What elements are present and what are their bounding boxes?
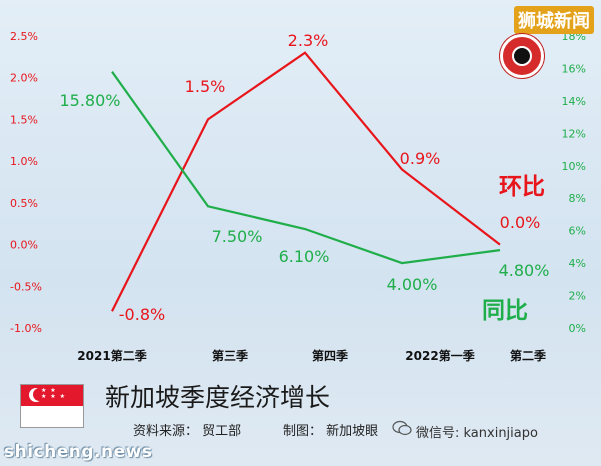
red-data-label: -0.8% <box>119 305 165 324</box>
y-left-tick-label: 2.5% <box>10 30 38 43</box>
red-data-label: 2.3% <box>288 31 329 50</box>
y-right-tick-label: 4% <box>569 257 586 270</box>
red-data-label: 0.9% <box>400 149 441 168</box>
source-note: 资料来源： 贸工部 <box>133 424 242 439</box>
credit-note: 制图： 新加坡眼 <box>283 424 379 439</box>
x-tick-label: 第二季 <box>510 348 547 363</box>
green-data-label: 6.10% <box>279 247 330 266</box>
green-data-label: 4.80% <box>499 261 550 280</box>
y-right-tick-label: 0% <box>569 322 586 335</box>
y-right-tick-label: 10% <box>562 160 586 173</box>
y-left-tick-label: 0.0% <box>10 239 38 252</box>
chart-title: 新加坡季度经济增长 <box>105 383 331 412</box>
y-right-tick-label: 6% <box>569 225 586 238</box>
line-chart: 2.5%2.0%1.5%1.0%0.5%0.0%-0.5%-1.0%18%16%… <box>10 30 586 363</box>
y-left-tick-label: 1.5% <box>10 113 38 126</box>
red-data-label: 1.5% <box>185 77 226 96</box>
y-left-tick-label: 0.5% <box>10 197 38 210</box>
footer-brand: shicheng.news <box>4 442 153 462</box>
x-tick-label: 2021第二季 <box>77 348 147 363</box>
x-tick-label: 第四季 <box>312 348 349 363</box>
y-left-tick-label: -1.0% <box>10 322 42 335</box>
y-right-tick-label: 12% <box>562 127 586 140</box>
lens-icon <box>500 34 544 78</box>
x-tick-label: 第三季 <box>212 348 249 363</box>
series-line-red <box>111 51 501 312</box>
series-name-label-green: 同比 <box>482 298 528 324</box>
y-right-tick-label: 2% <box>569 290 586 303</box>
wechat-icon <box>392 420 412 436</box>
wechat-id: 微信号: kanxinjiapo <box>416 426 538 441</box>
x-tick-label: 2022第一季 <box>405 348 475 363</box>
y-right-tick-label: 16% <box>562 62 586 75</box>
series-name-label-red: 环比 <box>499 174 545 200</box>
singapore-flag-icon: ★ ★ ★ ★ ★ <box>20 384 84 428</box>
green-data-label: 7.50% <box>212 227 263 246</box>
y-right-tick-label: 8% <box>569 192 586 205</box>
green-data-label: 15.80% <box>59 91 120 110</box>
brand-logo: 狮城新闻 <box>470 4 600 84</box>
y-right-tick-label: 14% <box>562 95 586 108</box>
y-left-tick-label: 2.0% <box>10 72 38 85</box>
red-data-label: 0.0% <box>500 213 541 232</box>
brand-name: 狮城新闻 <box>514 6 594 34</box>
green-data-label: 4.00% <box>387 275 438 294</box>
y-left-tick-label: -0.5% <box>10 280 42 293</box>
series-line-green <box>111 71 501 265</box>
y-left-tick-label: 1.0% <box>10 155 38 168</box>
